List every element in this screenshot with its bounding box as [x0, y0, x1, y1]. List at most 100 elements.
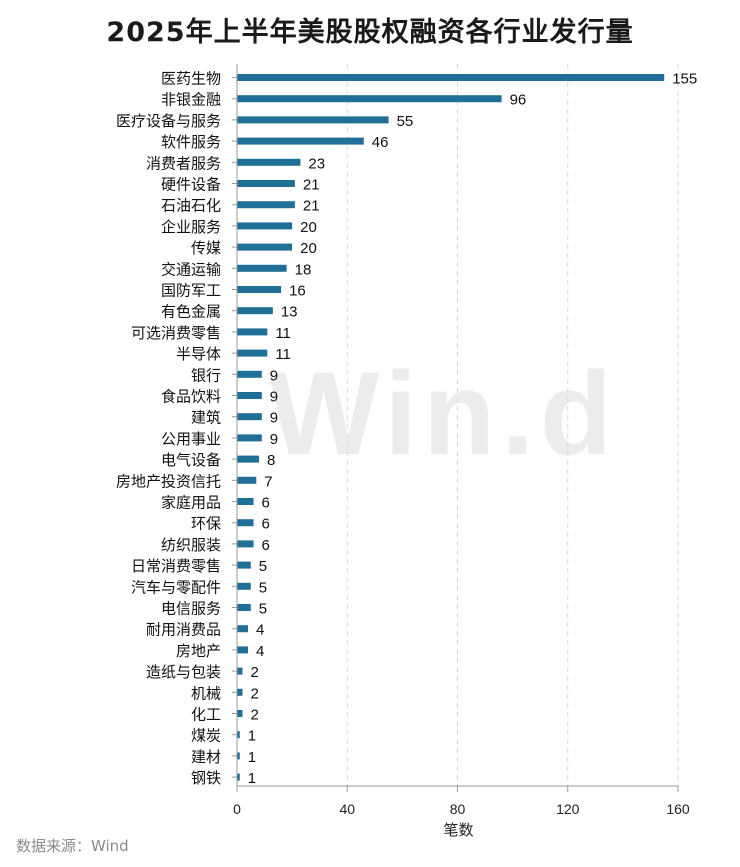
data-label: 6	[262, 537, 270, 554]
data-label: 2	[251, 707, 259, 724]
bar	[237, 561, 251, 569]
bar	[237, 710, 243, 717]
bar	[237, 264, 287, 272]
bar	[237, 243, 293, 251]
category-label: 建筑	[191, 409, 221, 427]
category-label: 造纸与包装	[146, 663, 221, 681]
bar	[237, 498, 254, 505]
category-label: 环保	[191, 515, 221, 533]
data-label: 2	[251, 664, 259, 681]
bar	[237, 349, 268, 357]
data-label: 9	[270, 389, 278, 406]
data-label: 96	[510, 92, 527, 109]
data-label: 21	[303, 177, 320, 194]
data-label: 155	[672, 71, 697, 88]
data-label: 9	[270, 431, 278, 448]
data-label: 20	[300, 219, 317, 236]
data-label: 1	[248, 770, 256, 787]
category-label: 耐用消费品	[146, 621, 221, 639]
category-label: 机械	[191, 684, 221, 702]
x-tick-label: 160	[666, 801, 690, 817]
data-label: 46	[372, 134, 389, 151]
data-label: 7	[264, 473, 272, 490]
bar	[237, 286, 282, 293]
x-tick-label: 0	[233, 801, 241, 817]
category-label: 化工	[191, 706, 221, 724]
data-label: 11	[275, 346, 291, 363]
bar	[237, 455, 260, 463]
category-label: 国防军工	[161, 282, 221, 300]
source-note: 数据来源：Wind	[16, 837, 129, 855]
bar	[237, 222, 293, 230]
category-label: 医药生物	[161, 70, 221, 88]
category-label: 企业服务	[161, 218, 221, 236]
category-label: 半导体	[176, 345, 221, 363]
bar	[237, 95, 502, 103]
category-label: 公用事业	[161, 430, 221, 448]
category-label: 日常消费零售	[131, 557, 221, 575]
data-label: 1	[248, 749, 256, 766]
x-tick-label: 80	[450, 801, 466, 817]
category-label: 可选消费零售	[131, 324, 221, 342]
data-label: 2	[251, 685, 259, 702]
category-label: 软件服务	[161, 133, 221, 151]
category-label: 传媒	[191, 239, 221, 257]
category-label: 食品饮料	[161, 388, 221, 406]
category-label: 硬件设备	[161, 176, 221, 194]
data-label: 5	[259, 601, 267, 618]
bar	[237, 540, 254, 548]
bar	[237, 731, 240, 739]
category-label: 医疗设备与服务	[116, 112, 221, 130]
bar	[237, 158, 301, 166]
bar	[237, 773, 240, 781]
data-label: 6	[262, 495, 270, 512]
data-label: 6	[262, 516, 270, 533]
bar	[237, 201, 295, 209]
bar	[237, 752, 240, 760]
category-label: 消费者服务	[146, 154, 221, 172]
category-label: 汽车与零配件	[131, 578, 221, 596]
data-label: 23	[308, 155, 325, 172]
data-label: 13	[281, 304, 298, 321]
bar	[237, 667, 243, 675]
watermark: Win.d	[268, 348, 619, 480]
bar	[237, 519, 254, 527]
category-label: 电气设备	[161, 451, 221, 469]
category-label: 煤炭	[191, 727, 221, 745]
bar	[237, 370, 262, 378]
data-label: 5	[259, 579, 267, 596]
bar	[237, 582, 251, 590]
chart-title: 2025年上半年美股股权融资各行业发行量	[106, 17, 634, 48]
category-label: 石油石化	[161, 197, 221, 215]
data-label: 18	[295, 261, 312, 278]
category-label: 建材	[191, 748, 221, 766]
data-label: 55	[397, 113, 414, 130]
data-label: 11	[275, 325, 291, 342]
category-label: 钢铁	[191, 769, 221, 787]
x-axis-title: 笔数	[443, 821, 473, 839]
x-tick-label: 40	[339, 801, 355, 817]
data-label: 20	[300, 240, 317, 257]
data-label: 16	[289, 283, 306, 300]
category-label: 非银金融	[161, 91, 221, 109]
data-label: 5	[259, 558, 267, 575]
bar	[237, 688, 243, 696]
bar	[237, 413, 262, 421]
data-label: 1	[248, 728, 256, 745]
category-label: 家庭用品	[161, 494, 221, 512]
category-label: 交通运输	[161, 260, 221, 278]
category-label: 电信服务	[161, 600, 221, 618]
bar	[237, 116, 389, 124]
bar	[237, 328, 268, 336]
bar	[237, 392, 262, 399]
bar	[237, 137, 364, 145]
bar	[237, 180, 295, 187]
category-label: 房地产	[176, 642, 221, 660]
data-label: 8	[267, 452, 275, 469]
category-label: 纺织服装	[161, 536, 221, 554]
bar	[237, 434, 262, 442]
bar	[237, 476, 257, 484]
category-label: 有色金属	[161, 303, 221, 321]
bar	[237, 307, 273, 315]
